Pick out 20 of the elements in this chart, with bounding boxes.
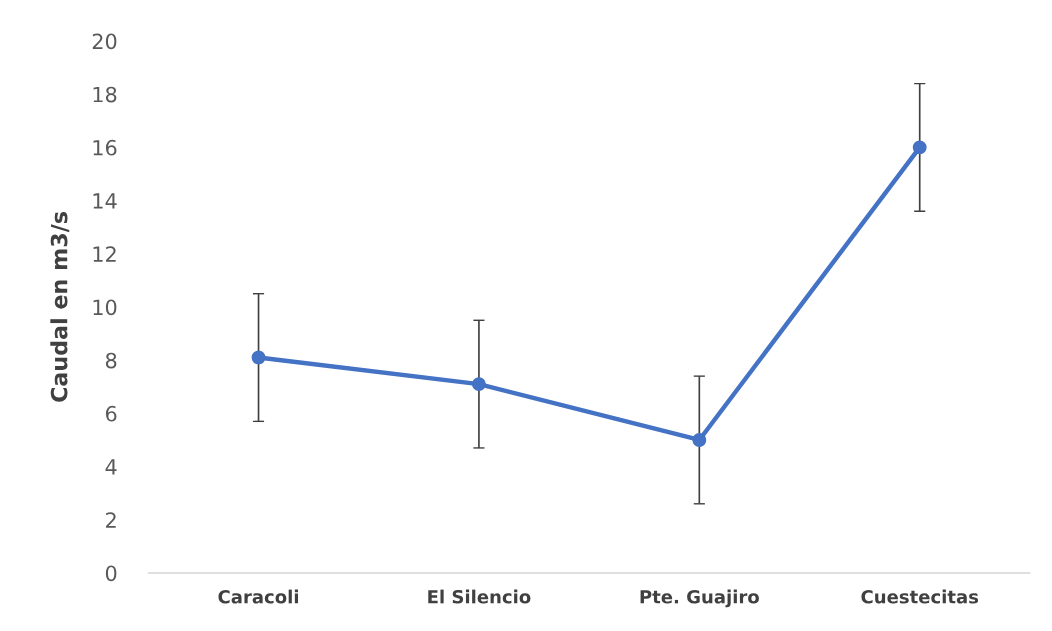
y-tick-label: 20 (92, 33, 117, 50)
y-tick-label: 16 (93, 139, 117, 156)
y-tick-label: 2 (106, 512, 116, 528)
x-tick-label: Caracoli (218, 589, 299, 604)
y-tick-label: 8 (105, 352, 117, 369)
y-axis-title: Caudal en m3/s (50, 212, 70, 402)
y-tick-label: 0 (105, 565, 117, 582)
y-tick-label: 12 (93, 246, 116, 262)
point (912, 140, 927, 155)
x-tick-label: El Silencio (428, 589, 531, 604)
x-tick-label: Pte. Guajiro (640, 589, 759, 608)
y-tick-label: 18 (93, 86, 117, 103)
y-tick-label: 4 (105, 459, 117, 475)
x-tick-label: Cuestecitas (861, 589, 979, 604)
point (251, 350, 266, 365)
y-tick-label: 14 (93, 193, 117, 209)
point (471, 377, 486, 392)
y-tick-label: 6 (105, 405, 117, 422)
y-tick-label: 10 (93, 299, 117, 316)
point (692, 433, 707, 447)
